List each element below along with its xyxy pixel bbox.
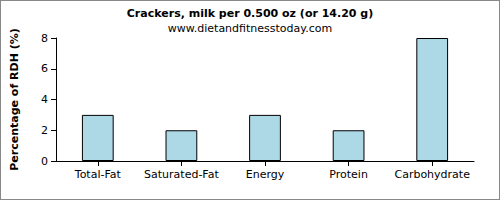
- svg-text:Total-Fat: Total-Fat: [74, 168, 122, 181]
- svg-text:Energy: Energy: [246, 168, 285, 181]
- svg-text:Protein: Protein: [329, 168, 368, 181]
- svg-text:www.dietandfitnesstoday.com: www.dietandfitnesstoday.com: [168, 22, 332, 35]
- svg-text:8: 8: [41, 32, 48, 45]
- svg-text:Crackers, milk per 0.500 oz (o: Crackers, milk per 0.500 oz (or 14.20 g): [127, 7, 373, 20]
- svg-text:4: 4: [41, 93, 48, 106]
- svg-text:Saturated-Fat: Saturated-Fat: [144, 168, 219, 181]
- svg-text:Percentage of RDH (%): Percentage of RDH (%): [8, 28, 21, 171]
- svg-text:2: 2: [41, 124, 48, 137]
- svg-text:0: 0: [41, 155, 48, 168]
- svg-text:Carbohydrate: Carbohydrate: [394, 168, 470, 181]
- svg-text:6: 6: [41, 62, 48, 75]
